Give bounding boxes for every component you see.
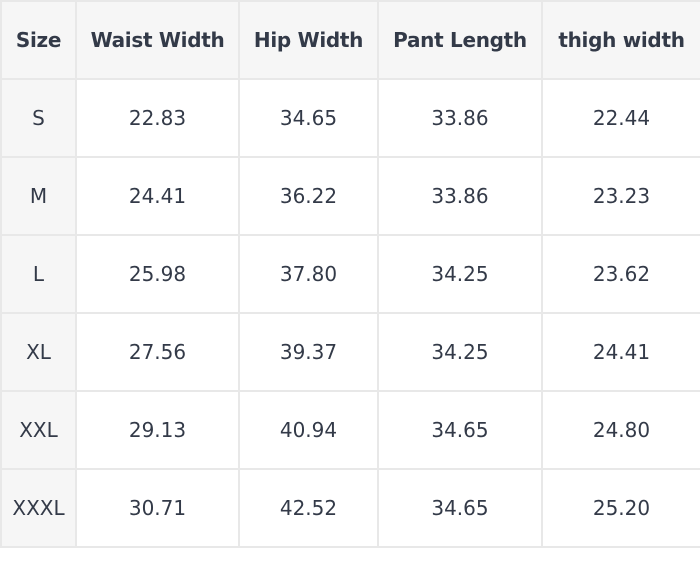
measurement-cell: 23.62	[541, 234, 700, 314]
size-cell: M	[0, 156, 77, 236]
table-row: L 25.98 37.80 34.25 23.62	[0, 234, 700, 314]
table-row: XXXL 30.71 42.52 34.65 25.20	[0, 468, 700, 548]
table-row: XXL 29.13 40.94 34.65 24.80	[0, 390, 700, 470]
measurement-cell: 34.25	[377, 234, 543, 314]
table-row: XL 27.56 39.37 34.25 24.41	[0, 312, 700, 392]
column-header: Pant Length	[377, 0, 543, 80]
column-header: Size	[0, 0, 77, 80]
measurement-cell: 42.52	[238, 468, 379, 548]
column-header: Waist Width	[75, 0, 240, 80]
measurement-cell: 30.71	[75, 468, 240, 548]
size-chart-table: Size Waist Width Hip Width Pant Length thigh…	[0, 0, 700, 548]
size-cell: L	[0, 234, 77, 314]
column-header: Hip Width	[238, 0, 379, 80]
measurement-cell: 34.65	[238, 78, 379, 158]
measurement-cell: 22.83	[75, 78, 240, 158]
measurement-cell: 24.41	[541, 312, 700, 392]
measurement-cell: 23.23	[541, 156, 700, 236]
measurement-cell: 33.86	[377, 156, 543, 236]
measurement-cell: 27.56	[75, 312, 240, 392]
measurement-cell: 29.13	[75, 390, 240, 470]
measurement-cell: 37.80	[238, 234, 379, 314]
measurement-cell: 34.65	[377, 468, 543, 548]
measurement-cell: 34.65	[377, 390, 543, 470]
measurement-cell: 36.22	[238, 156, 379, 236]
measurement-cell: 25.98	[75, 234, 240, 314]
size-cell: XL	[0, 312, 77, 392]
table-row: S 22.83 34.65 33.86 22.44	[0, 78, 700, 158]
measurement-cell: 40.94	[238, 390, 379, 470]
size-cell: XXL	[0, 390, 77, 470]
table-row: M 24.41 36.22 33.86 23.23	[0, 156, 700, 236]
header-row: Size Waist Width Hip Width Pant Length thigh…	[0, 0, 700, 80]
measurement-cell: 22.44	[541, 78, 700, 158]
measurement-cell: 25.20	[541, 468, 700, 548]
measurement-cell: 39.37	[238, 312, 379, 392]
measurement-cell: 24.41	[75, 156, 240, 236]
column-header: thigh width	[541, 0, 700, 80]
size-cell: S	[0, 78, 77, 158]
measurement-cell: 34.25	[377, 312, 543, 392]
size-cell: XXXL	[0, 468, 77, 548]
measurement-cell: 33.86	[377, 78, 543, 158]
measurement-cell: 24.80	[541, 390, 700, 470]
